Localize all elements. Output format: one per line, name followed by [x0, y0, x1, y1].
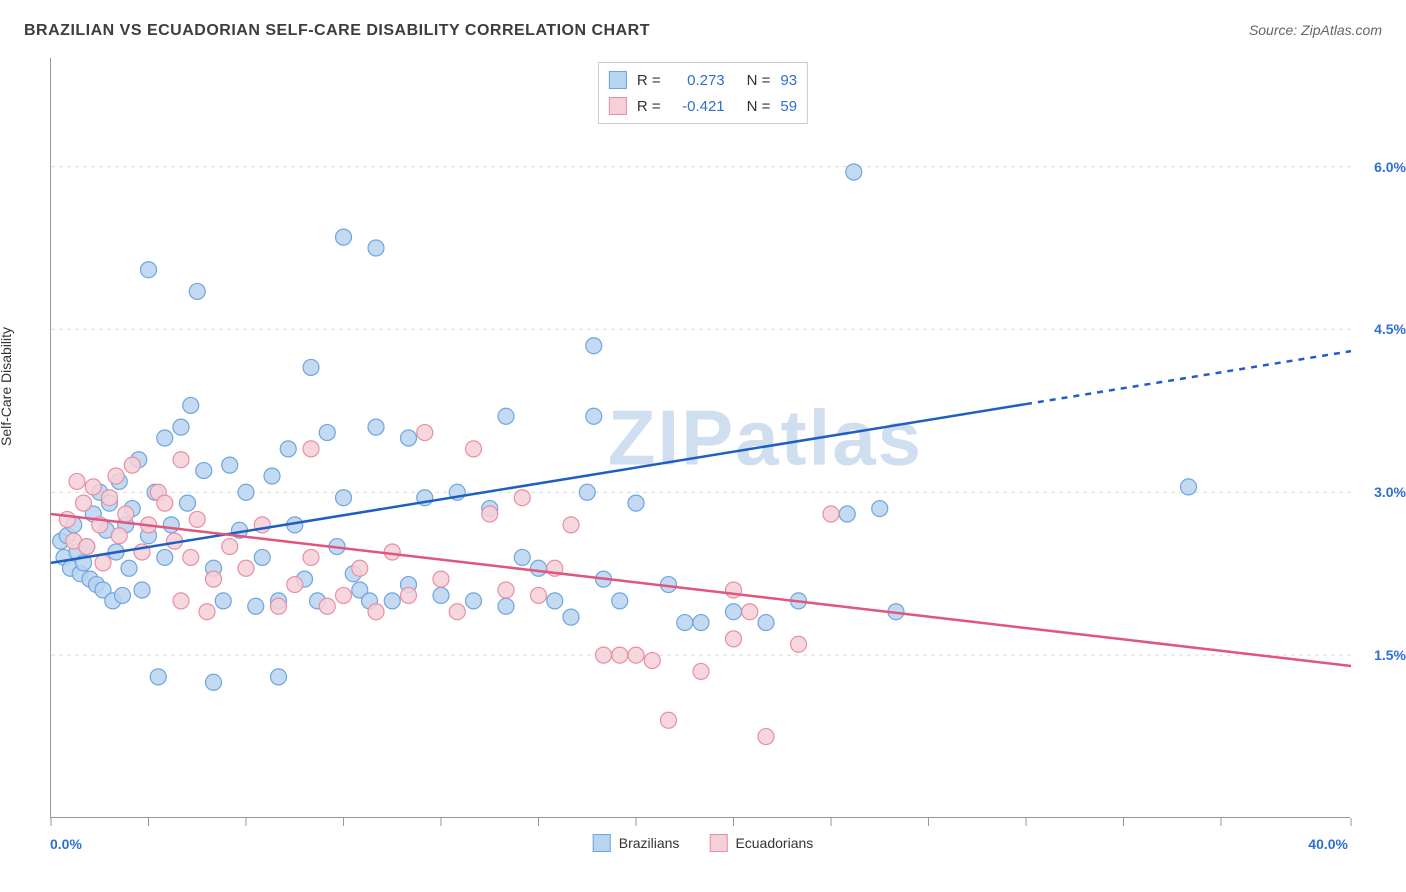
legend-stats-row: R = -0.421 N = 59 [609, 93, 797, 119]
legend-item-brazilians: Brazilians [593, 834, 680, 852]
plot-area: ZIPatlas 1.5%3.0%4.5%6.0% [50, 58, 1350, 818]
legend-stats-box: R = 0.273 N = 93 R = -0.421 N = 59 [598, 62, 808, 124]
x-axis-min-label: 0.0% [50, 836, 82, 852]
y-tick-label: 4.5% [1374, 321, 1406, 337]
y-tick-label: 6.0% [1374, 159, 1406, 175]
stat-label-r: R = [637, 98, 661, 115]
stat-value-n: 93 [780, 72, 797, 89]
source-attribution: Source: ZipAtlas.com [1249, 22, 1382, 38]
legend-bottom: Brazilians Ecuadorians [593, 834, 814, 852]
swatch-icon [609, 97, 627, 115]
legend-label: Ecuadorians [735, 835, 813, 851]
y-tick-label: 3.0% [1374, 484, 1406, 500]
legend-stats-row: R = 0.273 N = 93 [609, 67, 797, 93]
swatch-icon [709, 834, 727, 852]
y-axis-label: Self-Care Disability [0, 327, 14, 446]
stat-value-r: -0.421 [671, 98, 725, 115]
plot-svg [51, 58, 1351, 818]
legend-label: Brazilians [619, 835, 680, 851]
swatch-icon [593, 834, 611, 852]
chart-title: BRAZILIAN VS ECUADORIAN SELF-CARE DISABI… [24, 22, 650, 40]
y-tick-label: 1.5% [1374, 647, 1406, 663]
swatch-icon [609, 71, 627, 89]
stat-label-n: N = [747, 72, 771, 89]
stat-label-r: R = [637, 72, 661, 89]
stat-value-n: 59 [780, 98, 797, 115]
legend-item-ecuadorians: Ecuadorians [709, 834, 813, 852]
x-axis-max-label: 40.0% [1308, 836, 1348, 852]
stat-value-r: 0.273 [671, 72, 725, 89]
stat-label-n: N = [747, 98, 771, 115]
chart-container: BRAZILIAN VS ECUADORIAN SELF-CARE DISABI… [0, 0, 1406, 892]
